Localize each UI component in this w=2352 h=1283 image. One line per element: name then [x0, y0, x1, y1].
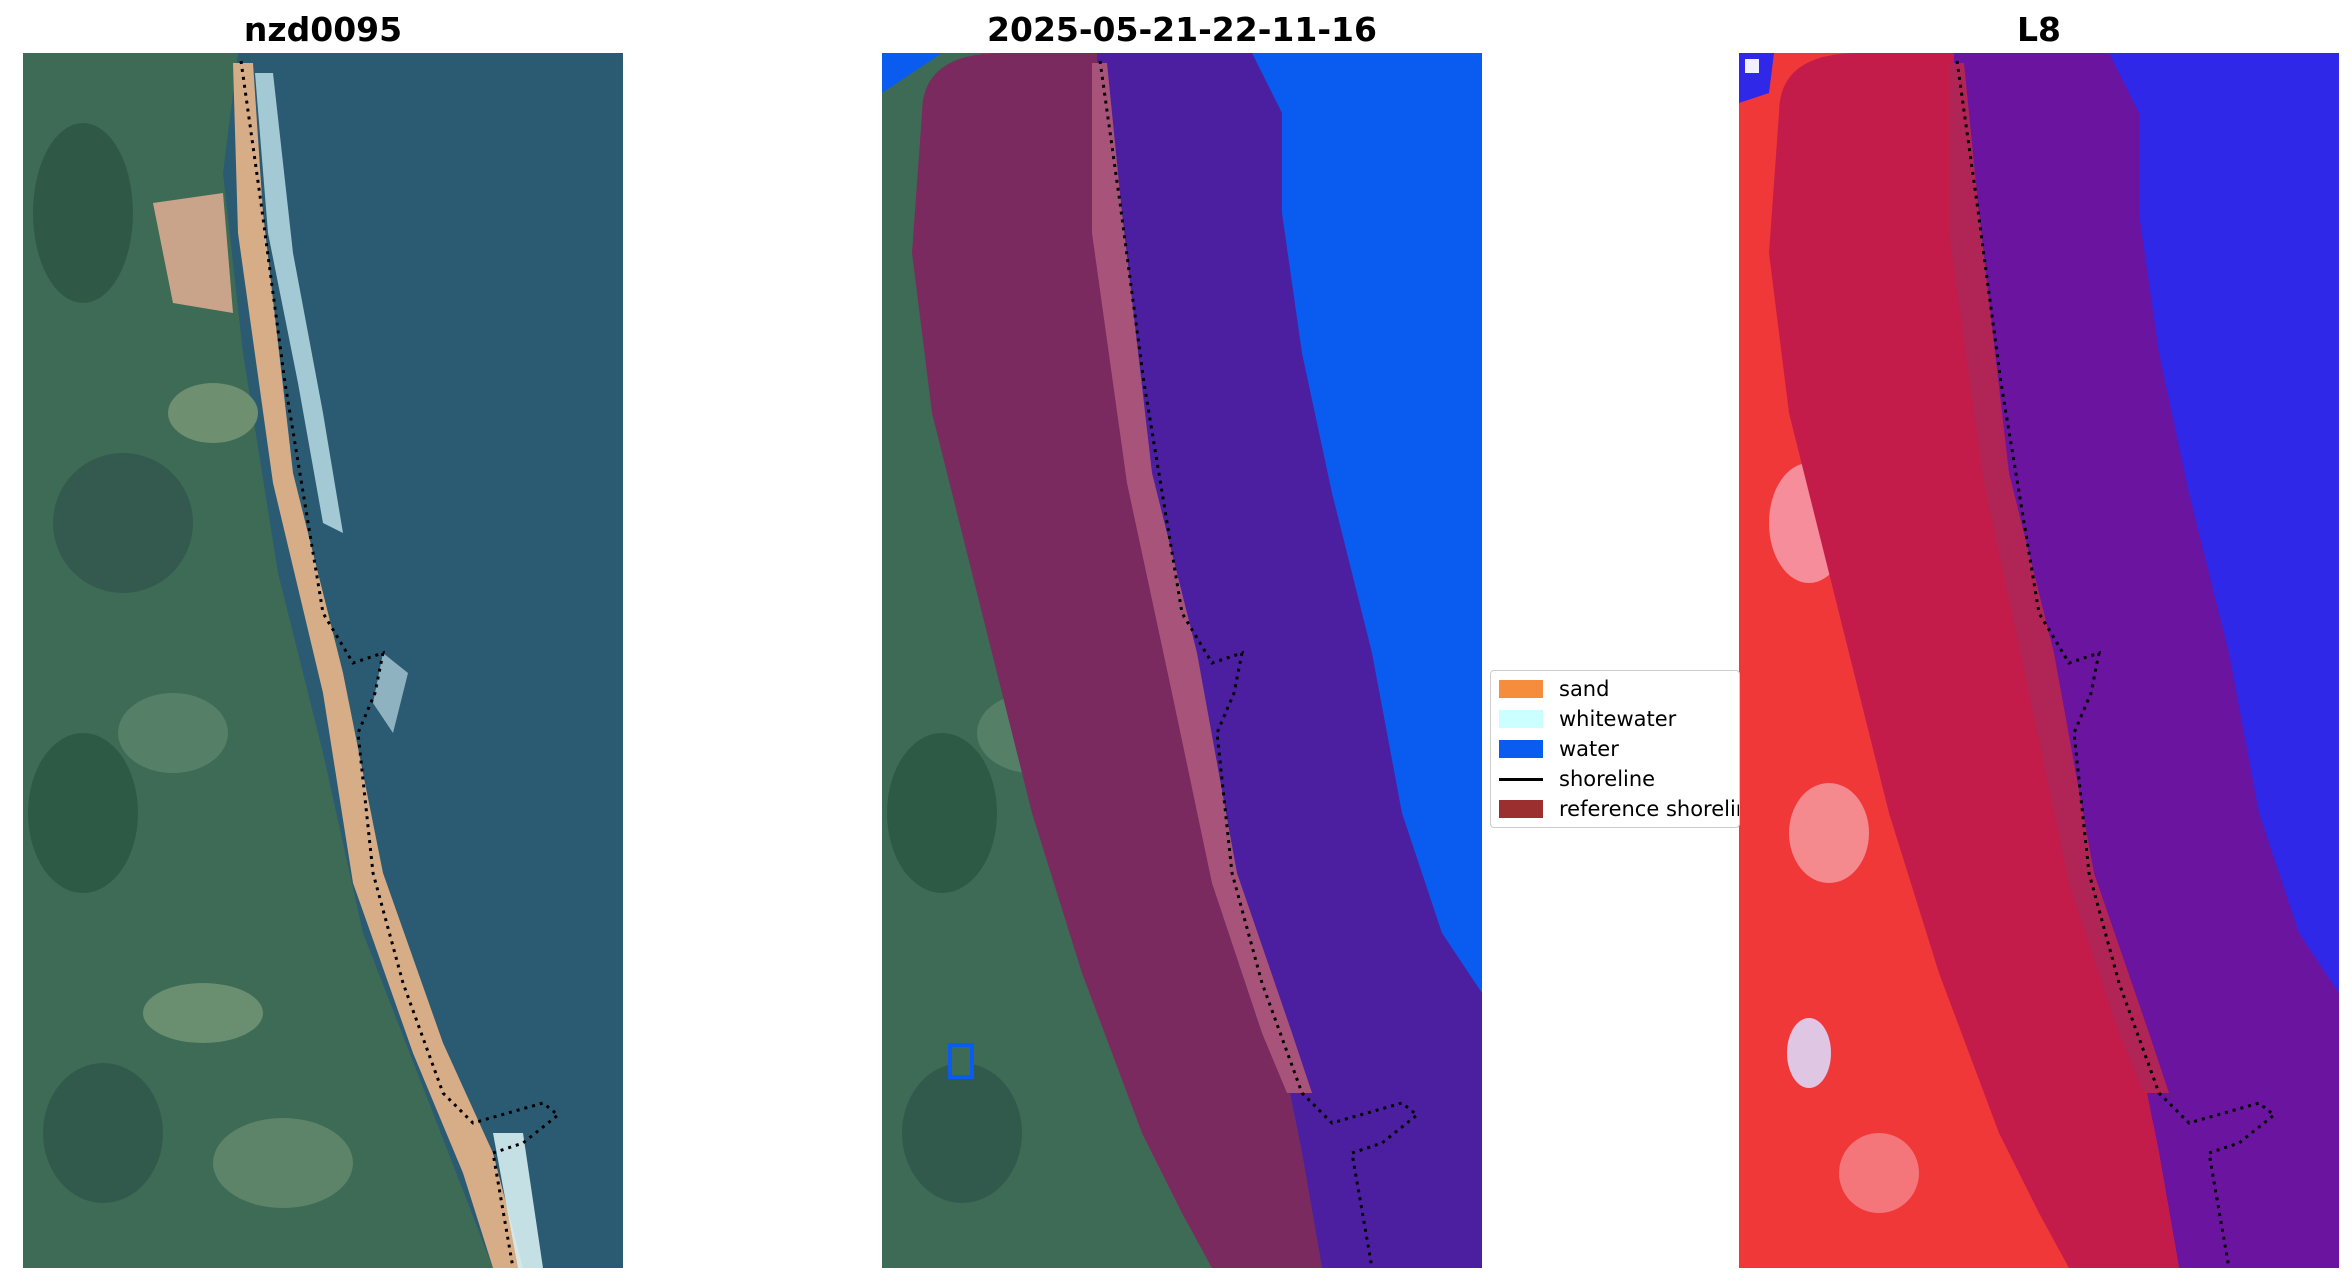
classified-image-panel [882, 53, 1482, 1268]
whitewater-swatch [1499, 710, 1543, 728]
legend-item-reference-shoreline: reference shoreline [1499, 794, 1739, 824]
panel-title-rgb: nzd0095 [243, 10, 403, 49]
panel-title-index: L8 [2017, 10, 2061, 49]
index-image-panel [1739, 53, 2339, 1268]
rgb-satellite-image [23, 53, 623, 1268]
rgb-image-panel [23, 53, 623, 1268]
legend: sand whitewater water shoreline referenc… [1490, 670, 1740, 828]
legend-label: reference shoreline [1559, 797, 1739, 821]
water-swatch [1499, 740, 1543, 758]
classified-image [882, 53, 1482, 1268]
legend-item-water: water [1499, 734, 1619, 764]
index-image [1739, 53, 2339, 1268]
legend-label: shoreline [1559, 767, 1656, 791]
reference-shoreline-swatch [1499, 800, 1543, 818]
legend-label: sand [1559, 677, 1610, 701]
legend-item-shoreline: shoreline [1499, 764, 1655, 794]
shoreline-swatch [1499, 777, 1543, 781]
legend-label: whitewater [1559, 707, 1677, 731]
shoreline-line [1098, 60, 1420, 1268]
legend-label: water [1559, 737, 1619, 761]
panel-title-classified: 2025-05-21-22-11-16 [987, 10, 1377, 49]
shoreline-line [1955, 60, 2277, 1268]
legend-item-sand: sand [1499, 674, 1609, 704]
shoreline-line [239, 60, 561, 1268]
sand-swatch [1499, 680, 1543, 698]
legend-item-whitewater: whitewater [1499, 704, 1676, 734]
